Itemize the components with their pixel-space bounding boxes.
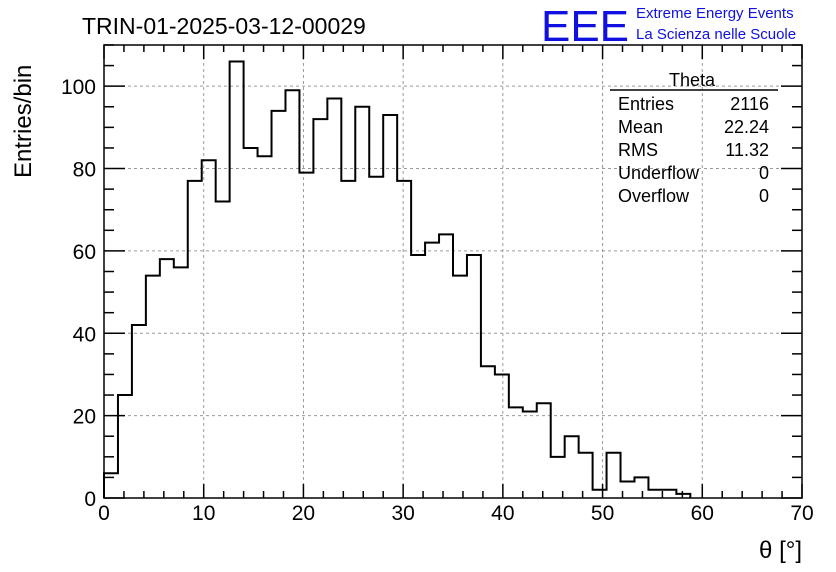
stats-box: Theta Entries 2116 Mean 22.24 RMS 11.32 …	[610, 70, 778, 206]
x-tick-label: 70	[790, 502, 813, 525]
y-tick-label: 20	[73, 406, 96, 429]
stats-overflow-value: 0	[759, 186, 769, 206]
logo-mark: EEE	[541, 2, 629, 51]
x-tick-label: 50	[591, 502, 614, 525]
y-tick-label: 0	[84, 488, 96, 511]
x-axis-label: θ [°]	[759, 537, 802, 564]
x-tick-label: 0	[98, 502, 110, 525]
stats-underflow-value: 0	[759, 163, 769, 183]
x-tick-label: 20	[292, 502, 315, 525]
stats-overflow-label: Overflow	[618, 186, 690, 206]
y-tick-labels: 0 20 40 60 80 100	[61, 76, 96, 511]
x-tick-label: 60	[691, 502, 714, 525]
chart-title: TRIN-01-2025-03-12-00029	[82, 13, 366, 39]
logo-line-1: Extreme Energy Events	[636, 5, 794, 22]
x-tick-label: 10	[192, 502, 215, 525]
stats-mean-value: 22.24	[724, 117, 769, 137]
y-tick-label: 80	[73, 159, 96, 182]
stats-rms-label: RMS	[618, 140, 658, 160]
x-tick-labels: 0 10 20 30 40 50 60 70	[98, 502, 814, 525]
logo-line-2: La Scienza nelle Scuole	[636, 26, 796, 43]
eee-logo: EEE Extreme Energy Events La Scienza nel…	[541, 2, 796, 51]
stats-name: Theta	[669, 70, 716, 90]
x-tick-label: 30	[391, 502, 414, 525]
stats-entries-label: Entries	[618, 94, 674, 114]
stats-rms-value: 11.32	[725, 140, 769, 160]
stats-underflow-label: Underflow	[618, 163, 700, 183]
y-axis-label: Entries/bin	[10, 65, 37, 178]
y-tick-label: 40	[73, 323, 96, 346]
stats-entries-value: 2116	[730, 94, 769, 114]
y-tick-label: 100	[61, 76, 96, 99]
histogram-step-line	[103, 60, 692, 498]
y-tick-label: 60	[73, 241, 96, 264]
stats-mean-label: Mean	[618, 117, 663, 137]
x-tick-label: 40	[491, 502, 514, 525]
